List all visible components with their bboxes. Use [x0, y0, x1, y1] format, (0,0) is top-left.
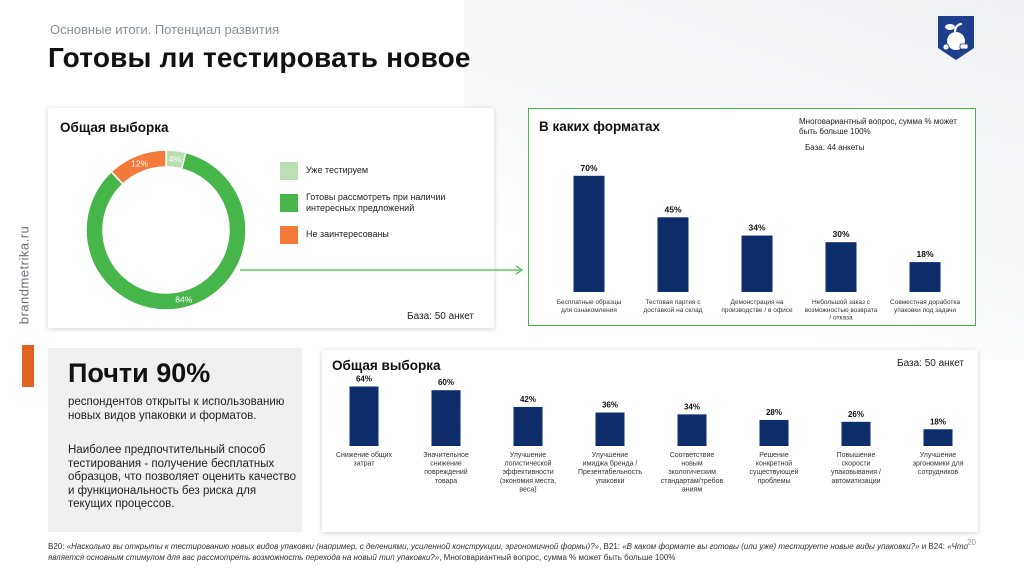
bar-value-label: 34%	[748, 223, 765, 233]
section-subtitle: Основные итоги. Потенциал развития	[50, 22, 280, 37]
footnote-part: , B21:	[599, 542, 623, 551]
bar	[431, 390, 461, 446]
bar	[923, 429, 953, 446]
bar-value-label: 60%	[438, 378, 454, 387]
bar-value-label: 45%	[664, 204, 681, 214]
reasons-base-text: База: 50 анкет	[897, 358, 964, 369]
legend-item-ready-to-consider: Готовы рассмотреть при наличии интересны…	[280, 192, 481, 214]
footnote: B20: «Насколько вы открыты к тестировани…	[48, 542, 968, 563]
bar-value-label: 36%	[602, 401, 618, 410]
legend-swatch	[280, 226, 298, 244]
donut-slice	[110, 149, 167, 186]
bar-value-label: 26%	[848, 410, 864, 419]
reasons-bar-chart: 64% Снижение общих затрат 60% Значительное сн…	[336, 374, 964, 493]
legend-label: Уже тестируем	[306, 165, 369, 175]
brand-logo-icon	[938, 16, 974, 60]
bar-category-label: Демонстрация на производстве / в офисе	[721, 299, 793, 314]
donut-slice-label: 4%	[169, 154, 182, 164]
legend-item-not-interested: Не заинтересованы	[280, 226, 389, 244]
bar-category-label: Улучшение эргономики для сотрудников	[912, 452, 963, 476]
legend-label: Готовы рассмотреть при наличии интересны…	[306, 192, 446, 213]
side-accent-bar	[22, 345, 34, 387]
bar-value-label: 30%	[832, 229, 849, 239]
reasons-panel-title: Общая выборка	[332, 358, 441, 373]
footnote-question: «Что является основным стимулом для вас …	[48, 542, 968, 562]
bar	[741, 235, 773, 292]
bar-category-label: Значительное снижение повреждений товара	[423, 452, 469, 485]
bar	[657, 217, 689, 292]
page-title: Готовы ли тестировать новое	[48, 42, 471, 73]
bar-category-label: Тестовая партия с доставкой на склад	[644, 299, 703, 314]
formats-base-text: База: 44 анкеты	[805, 143, 865, 152]
donut-panel: Общая выборка 4% 84% 12% Уже тестируем Гот…	[48, 108, 494, 328]
footnote-part: , Многовариантный вопрос, сумма % может …	[439, 552, 676, 562]
bar-category-label: Решение конкретной существующей проблемы	[749, 452, 798, 485]
donut-chart: 4% 84% 12%	[85, 149, 247, 311]
bar-value-label: 64%	[356, 374, 372, 383]
bar-category-label: Снижение общих затрат	[336, 451, 393, 468]
bar-category-label: Улучшение логистической эффективности (экон…	[500, 452, 556, 493]
bar-value-label: 70%	[580, 163, 597, 173]
legend-label: Не заинтересованы	[306, 229, 389, 239]
donut-panel-title: Общая выборка	[60, 120, 169, 135]
reasons-panel: Общая выборка База: 50 анкет 64% Снижение…	[322, 350, 978, 532]
bar-value-label: 34%	[684, 402, 700, 411]
bar-category-label: Улучшение имиджа бренда / Презентабельност…	[578, 452, 642, 485]
legend-swatch	[280, 194, 298, 212]
bar	[513, 406, 543, 446]
summary-box: Почти 90% респондентов открыты к использ…	[48, 348, 302, 532]
summary-paragraph-1: респондентов открыты к использованию нов…	[68, 396, 285, 422]
summary-paragraph-2: Наиболее предпочтительный способ тестиро…	[68, 444, 296, 510]
bar	[825, 242, 857, 292]
bar	[595, 412, 625, 446]
formats-panel-title: В каких форматах	[539, 119, 660, 134]
bar-category-label: Повышение скорости упаковывания / автоматиз…	[831, 452, 881, 485]
side-label: brandmetrika.ru	[14, 210, 34, 340]
legend-swatch	[280, 162, 298, 180]
legend-item-already-testing: Уже тестируем	[280, 162, 368, 180]
bar-category-label: Небольшой заказ с возможностью возврата / …	[805, 298, 878, 322]
donut-slice-label: 12%	[131, 159, 148, 169]
formats-note: Многовариантный вопрос, сумма % может бы…	[799, 117, 957, 136]
formats-bar-chart: 70% Бесплатные образцы для ознакомления 45%…	[557, 163, 961, 322]
bar	[677, 414, 707, 446]
footnote-part: и B24:	[919, 542, 948, 551]
bar-category-label: Бесплатные образцы для ознакомления	[557, 298, 622, 314]
bar-value-label: 18%	[916, 249, 933, 259]
brand-url: brandmetrika.ru	[16, 225, 32, 325]
donut-slice	[85, 151, 247, 311]
footnote-question: «Насколько вы открыты к тестированию нов…	[66, 542, 600, 551]
footnote-part: B20:	[48, 542, 67, 551]
connector-arrow	[240, 265, 524, 275]
bar-value-label: 18%	[930, 417, 946, 426]
summary-headline: Почти 90%	[68, 358, 211, 388]
bar	[349, 386, 379, 446]
formats-panel: В каких форматах Многовариантный вопрос,…	[528, 108, 976, 326]
donut-slice-label: 84%	[175, 294, 192, 304]
bar	[909, 262, 941, 292]
footnote-question: «В каком формате вы готовы (или уже) тес…	[622, 542, 920, 551]
page-number: 20	[967, 538, 976, 547]
bar-value-label: 28%	[766, 408, 782, 417]
bar-category-label: Соответствие новым экологическим стандартам…	[661, 452, 724, 493]
bar	[573, 175, 605, 292]
bar-category-label: Совместная доработка упаковки под задачи	[890, 298, 960, 314]
bar	[841, 421, 871, 446]
bar	[759, 419, 789, 446]
bar-value-label: 42%	[520, 395, 536, 404]
donut-base-text: База: 50 анкет	[407, 311, 474, 322]
